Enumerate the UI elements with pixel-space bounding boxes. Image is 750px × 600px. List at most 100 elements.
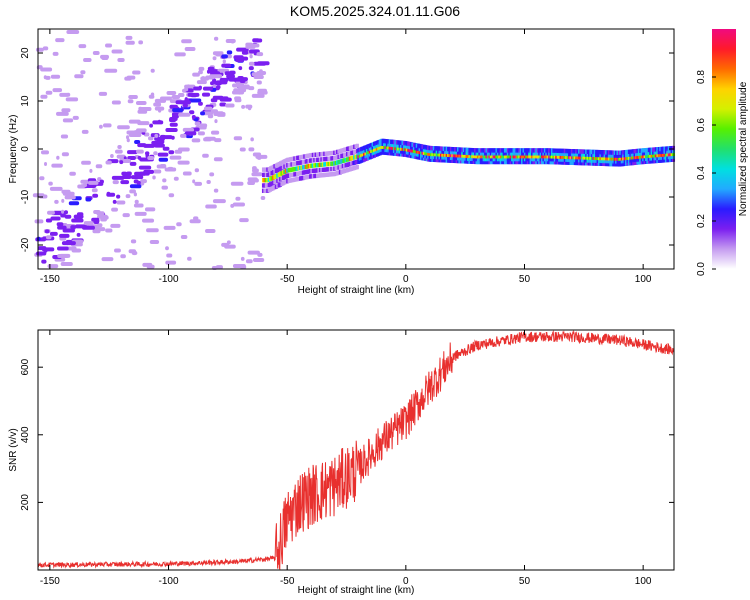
spectrogram-cell: [116, 194, 121, 199]
spectrogram-cell: [141, 218, 155, 223]
colorbar-ticks: 0.0 0.2 0.4 0.6 0.8: [696, 70, 716, 276]
spectrogram-cell: [135, 128, 147, 133]
spectrogram-cell: [40, 94, 48, 99]
spectrogram-cell: [76, 212, 84, 217]
spectrogram-cell: [48, 181, 53, 186]
figure-title: KOM5.2025.324.01.11.G06: [290, 3, 460, 19]
spectrogram-cell: [128, 95, 138, 100]
spectrogram-cell: [189, 98, 202, 103]
snr-y-label: SNR (v/v): [8, 428, 19, 471]
spectrogram-cell: [111, 100, 121, 105]
spectrogram-cell: [135, 101, 147, 106]
spectrogram-cell: [193, 86, 202, 91]
colorbar-tick-label: 0.2: [696, 214, 707, 228]
spectrogram-cell: [50, 216, 61, 221]
spectrogram-cell: [189, 110, 195, 115]
spectrogram-cell: [142, 262, 153, 267]
spectrogram-cell: [64, 195, 76, 200]
spectrogram-cell: [130, 175, 144, 180]
spectrogram-cell: [92, 50, 100, 55]
spectrogram-cell: [106, 192, 116, 197]
spectrogram-cell: [81, 129, 89, 134]
spectrogram-cell: [247, 177, 258, 182]
spectrogram-cell: [165, 127, 178, 132]
spectrogram-cell: [161, 185, 168, 190]
spectrogram-cell: [248, 147, 255, 152]
spectrogram-cell: [201, 76, 206, 81]
spectrogram-cell: [61, 198, 65, 203]
spectrogram-cell: [137, 143, 147, 148]
spectrogram-cell: [183, 100, 192, 105]
spectrogram-cell: [45, 218, 53, 223]
spectrogram-cell: [191, 115, 196, 120]
spectrogram-cell: [215, 52, 222, 57]
spectrogram-cell: [136, 149, 144, 154]
spectrogram-cell: [177, 160, 190, 165]
spectrogram-cell: [191, 138, 201, 143]
spectrogram-cell: [36, 251, 47, 256]
spectrogram-cell: [134, 139, 141, 144]
spectrogram-cell: [35, 47, 44, 52]
spectrogram-cell: [99, 179, 104, 184]
spectrogram-y-ticks: -20 -10 0 10 20: [20, 47, 674, 252]
spectrogram-cell: [85, 197, 92, 202]
spectrogram-cell: [125, 194, 131, 199]
spectrogram-cell: [63, 210, 69, 215]
snr-y-ticks: 200 400 600: [20, 358, 674, 511]
spectrogram-cell: [64, 214, 72, 219]
spectrogram-cell: [154, 133, 159, 138]
spectrogram-cell: [168, 150, 175, 155]
x-tick-label: 100: [635, 576, 652, 587]
spectrogram-cell: [207, 114, 214, 119]
spectrogram-cell: [99, 124, 103, 129]
spectrogram-cell: [214, 119, 218, 124]
spectrogram-cell: [202, 153, 209, 158]
spectrogram-cell: [61, 108, 71, 113]
spectrogram-cell: [182, 127, 195, 132]
spectrogram-cell: [162, 146, 170, 151]
spectrogram-cell: [212, 84, 217, 89]
x-tick-label: -100: [159, 576, 179, 587]
spectrogram-cell: [152, 175, 156, 180]
spectrogram-cell: [55, 38, 65, 43]
spectrogram-cell: [210, 98, 218, 103]
snr-series-line: [37, 329, 674, 571]
colorbar-tick-label: 0.8: [696, 70, 707, 84]
spectrogram-cell: [203, 106, 213, 111]
spectrogram-cell: [235, 196, 241, 201]
spectrogram-cell: [62, 228, 75, 233]
spectrogram-cell: [101, 257, 114, 262]
spectrogram-cell: [45, 235, 52, 240]
spectrogram-cell: [128, 119, 141, 124]
spectrogram-cell: [117, 145, 122, 150]
spectrogram-cell: [154, 143, 165, 148]
spectrogram-cell: [47, 264, 59, 269]
spectrogram-cell: [224, 244, 236, 249]
spectrogram-cell: [169, 122, 178, 127]
spectrogram-cell: [132, 70, 141, 75]
spectrogram-cell: [70, 225, 77, 230]
spectrogram-cell: [122, 213, 130, 218]
spectrogram-cell: [110, 154, 114, 159]
spectrogram-cell: [240, 256, 245, 261]
colorbar: 0.0 0.2 0.4 0.6 0.8 Normalized spectral ampl…: [696, 29, 749, 276]
spectrogram-cell: [40, 67, 53, 72]
x-tick-label: 0: [403, 274, 409, 285]
spectrogram-cell: [117, 58, 125, 63]
spectrogram-cell: [114, 248, 121, 253]
spectrogram-cell: [93, 209, 101, 214]
spectrogram-cell: [150, 68, 155, 73]
spectrogram-cell: [131, 251, 138, 256]
spectrogram-cell: [173, 176, 179, 181]
spectrogram-cell: [112, 199, 117, 204]
spectrogram-cell: [66, 30, 80, 35]
spectrogram-cell: [69, 171, 76, 176]
spectrogram-cell: [210, 130, 220, 135]
spectrogram-cell: [133, 192, 138, 197]
x-tick-label: 0: [403, 576, 409, 587]
spectrogram-x-ticks: -150 -100 -50 0 50 100: [40, 29, 652, 285]
spectrogram-cell: [44, 162, 48, 167]
spectrogram-cell: [134, 199, 139, 204]
